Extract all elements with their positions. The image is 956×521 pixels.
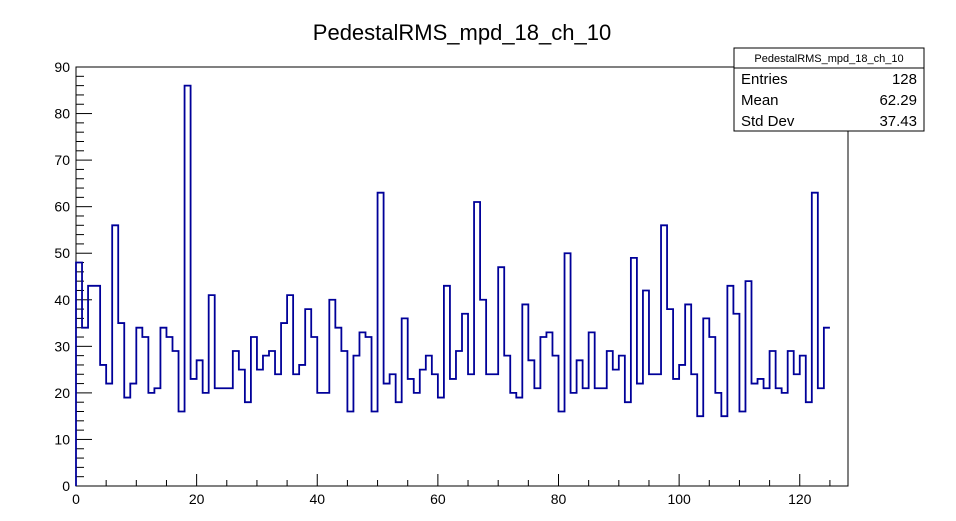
stats-box-frame: [733, 47, 925, 132]
y-tick-label: 40: [54, 292, 70, 308]
y-tick-label: 70: [54, 152, 70, 168]
y-tick-label: 10: [54, 431, 70, 447]
stats-row-label: Mean: [741, 92, 779, 109]
y-tick-label: 30: [54, 338, 70, 354]
stats-box: PedestalRMS_mpd_18_ch_10 Entries 128 Mean 62…: [733, 47, 925, 132]
stats-box-title: PedestalRMS_mpd_18_ch_10: [754, 53, 903, 65]
y-axis: 0 10 20 30 40 50 60 70 80 90: [54, 59, 92, 494]
y-tick-label: 60: [54, 199, 70, 215]
y-tick-label: 90: [54, 59, 70, 75]
x-tick-label: 20: [189, 491, 205, 507]
y-tick-label: 80: [54, 106, 70, 122]
x-tick-label: 0: [72, 491, 80, 507]
y-tick-label: 20: [54, 385, 70, 401]
stats-row-value: 128: [892, 71, 917, 88]
y-tick-label: 50: [54, 245, 70, 261]
stats-row-label: Std Dev: [741, 113, 795, 130]
plot-frame: [75, 66, 849, 487]
stats-row-label: Entries: [741, 71, 788, 88]
x-tick-label: 60: [430, 491, 446, 507]
stats-row-value: 37.43: [879, 113, 917, 130]
x-axis: 0 20 40 60 80 100 120: [72, 474, 831, 507]
y-tick-label: 0: [62, 478, 70, 494]
x-tick-label: 40: [309, 491, 325, 507]
x-tick-label: 100: [667, 491, 691, 507]
chart-title: PedestalRMS_mpd_18_ch_10: [313, 20, 611, 45]
x-tick-label: 120: [788, 491, 812, 507]
stats-row-value: 62.29: [879, 92, 917, 109]
histogram-line: [75, 84, 830, 486]
x-tick-label: 80: [551, 491, 567, 507]
